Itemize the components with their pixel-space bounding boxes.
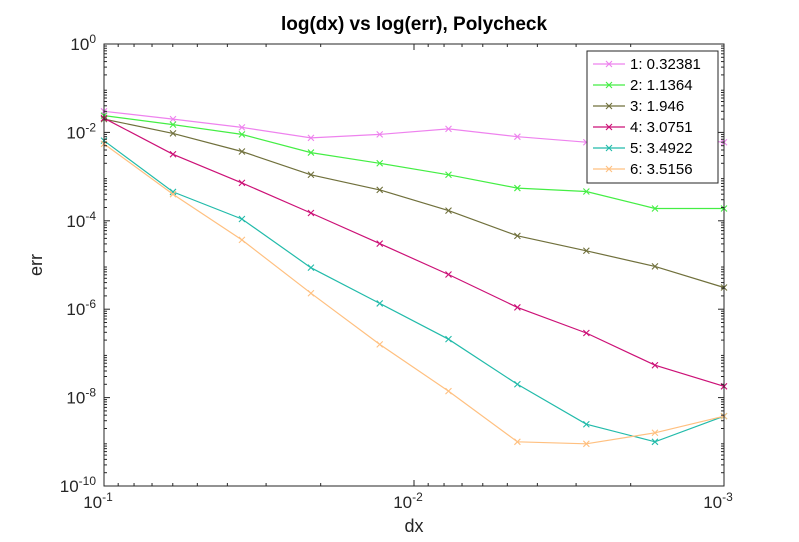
data-point-marker (238, 179, 246, 187)
data-point-marker (238, 123, 246, 131)
data-point-marker (307, 134, 315, 142)
series-line (103, 117, 725, 387)
series-line (103, 140, 725, 443)
data-point-marker (376, 131, 384, 138)
series-line (103, 118, 725, 289)
data-point-marker (445, 387, 452, 395)
data-point-marker (169, 115, 177, 123)
data-point-marker (307, 171, 315, 179)
data-point-marker (582, 247, 590, 255)
x-tick-label: 10-2 (393, 490, 423, 512)
data-point-marker (513, 380, 521, 388)
data-point-marker (238, 236, 246, 244)
x-tick-label: 10-3 (703, 490, 733, 512)
data-point-marker (376, 240, 384, 247)
legend-marker (605, 165, 613, 173)
legend-entry-label: 1: 0.32381 (630, 56, 701, 73)
x-axis-label: dx (404, 516, 423, 536)
legend-marker (605, 102, 613, 110)
data-point-marker (445, 335, 452, 343)
data-point-marker (307, 264, 315, 272)
data-point-marker (513, 438, 521, 446)
y-tick-label: 10-10 (60, 474, 97, 496)
data-point-marker (238, 131, 246, 138)
data-point-marker (513, 303, 521, 311)
data-point-marker (169, 190, 177, 198)
legend-entry-label: 3: 1.946 (630, 98, 684, 115)
data-point-marker (307, 209, 315, 217)
data-point-marker (376, 159, 384, 167)
data-point-marker (238, 148, 246, 155)
data-point-marker (169, 121, 177, 129)
data-point-marker (169, 129, 177, 137)
data-point-marker (513, 133, 521, 141)
data-point-marker (651, 438, 659, 446)
legend-marker (605, 144, 613, 152)
data-point-marker (238, 215, 246, 223)
data-point-marker (307, 289, 315, 297)
y-tick-label: 10-4 (66, 209, 96, 231)
chart-title: log(dx) vs log(err), Polycheck (281, 14, 547, 35)
data-point-marker (445, 125, 452, 133)
legend-entry-label: 5: 3.4922 (630, 140, 693, 157)
data-point-marker (513, 184, 521, 192)
data-point-marker (169, 188, 177, 196)
data-point-marker (376, 300, 384, 307)
data-point-marker (651, 361, 659, 369)
y-tick-label: 10-2 (66, 120, 96, 142)
series-4 (100, 114, 728, 390)
data-point-marker (582, 420, 590, 428)
data-point-marker (651, 263, 659, 270)
data-point-marker (376, 340, 384, 348)
legend-box (586, 50, 719, 184)
legend-marker (605, 123, 613, 131)
data-point-marker (307, 149, 315, 156)
y-axis-label: err (26, 254, 46, 276)
legend-entry-label: 4: 3.0751 (630, 119, 693, 136)
data-point-marker (651, 429, 659, 437)
data-point-marker (169, 150, 177, 158)
legend-marker (605, 60, 613, 68)
data-point-marker (445, 171, 452, 179)
tick-layer: 10-1 10-2 10-3 10-10 10-8 10-6 10-4 10-2 100 (60, 32, 733, 512)
y-tick-label: 10-6 (66, 297, 96, 319)
legend-entry-label: 6: 3.5156 (630, 161, 693, 178)
data-point-marker (582, 440, 590, 448)
data-point-marker (582, 329, 590, 337)
series-line (103, 143, 725, 445)
y-tick-label: 100 (70, 32, 96, 54)
legend-entry-label: 2: 1.1364 (630, 77, 693, 94)
x-tick-label: 10-1 (83, 490, 113, 512)
data-point-marker (445, 271, 452, 278)
series-line (103, 115, 724, 210)
y-tick-label: 10-8 (66, 386, 96, 408)
data-point-marker (445, 207, 452, 215)
data-point-marker (582, 188, 590, 195)
data-point-marker (376, 186, 384, 194)
legend: 1: 0.32381 2: 1.1364 3: 1.946 4: 3.0751 5: 3… (586, 50, 719, 184)
data-point-marker (651, 205, 659, 212)
data-point-marker (513, 232, 521, 240)
legend-marker (605, 81, 613, 89)
